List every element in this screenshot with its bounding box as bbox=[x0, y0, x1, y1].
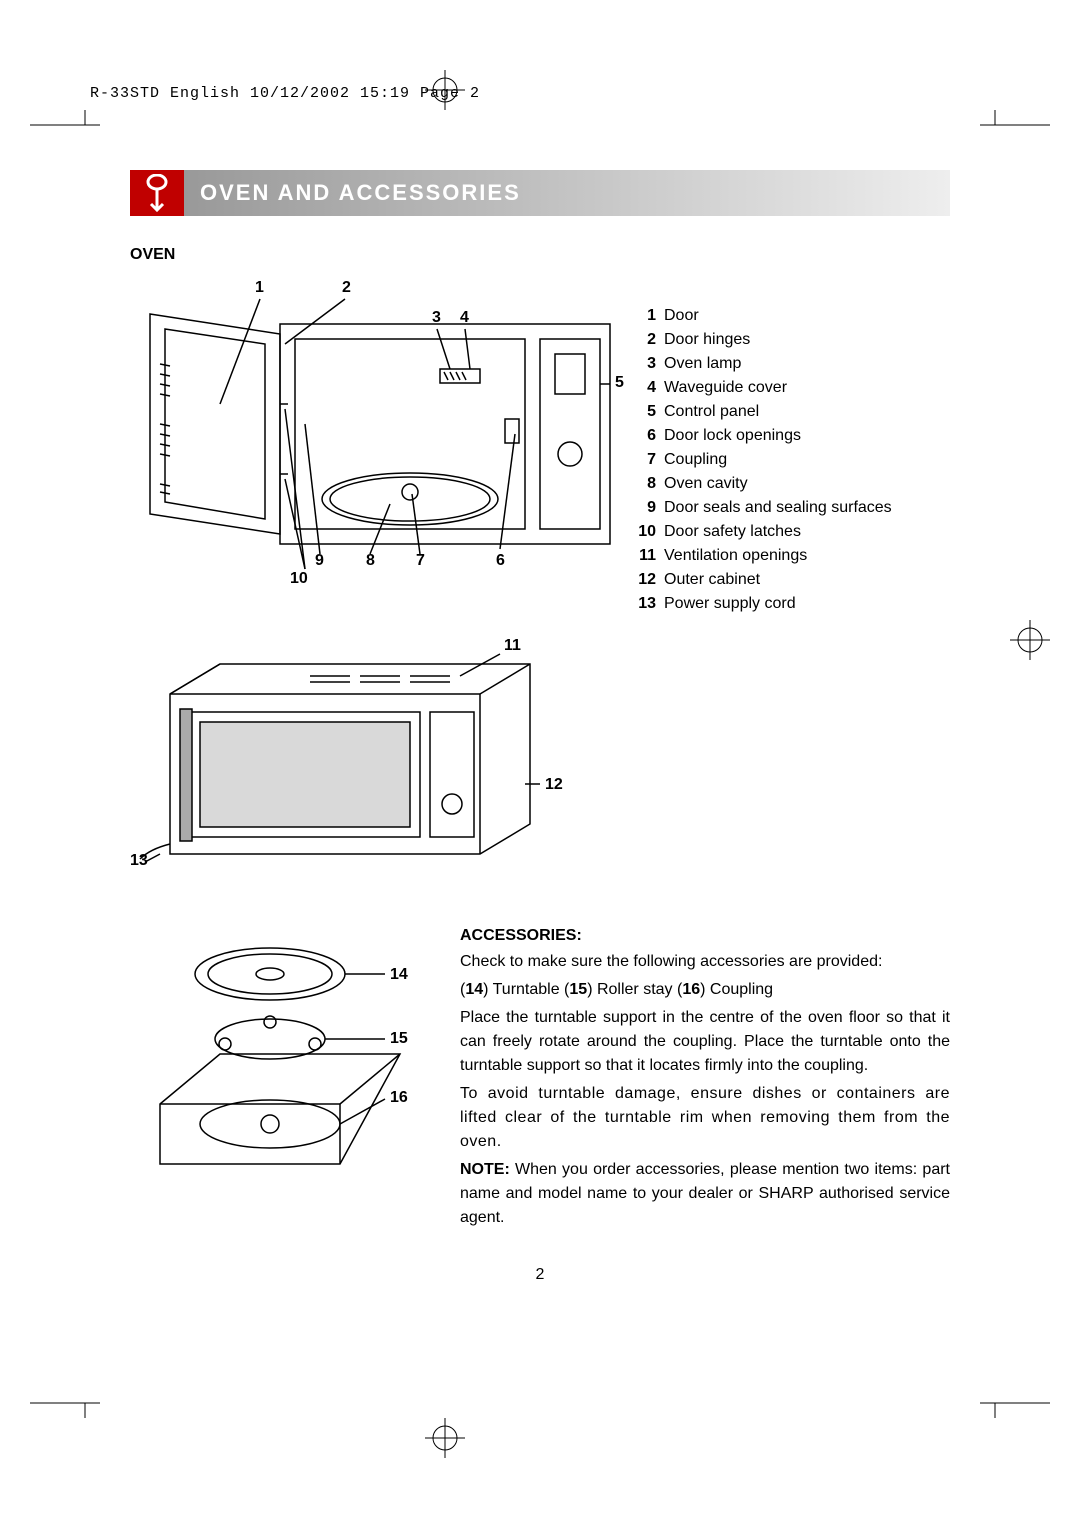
legend-text: Door bbox=[664, 304, 699, 328]
legend-num: 5 bbox=[630, 400, 656, 424]
oven-diagram-2: 11 12 13 bbox=[130, 634, 950, 894]
legend-row: 4 Waveguide cover bbox=[630, 376, 892, 400]
callout-1: 1 bbox=[255, 279, 264, 297]
legend-text: Coupling bbox=[664, 448, 727, 472]
callout-4: 4 bbox=[460, 309, 469, 327]
callout-10: 10 bbox=[290, 570, 308, 588]
acc-p4: To avoid turntable damage, ensure dishes… bbox=[460, 1082, 950, 1154]
legend-row: 10 Door safety latches bbox=[630, 520, 892, 544]
legend-text: Waveguide cover bbox=[664, 376, 787, 400]
legend-num: 9 bbox=[630, 496, 656, 520]
legend-row: 6 Door lock openings bbox=[630, 424, 892, 448]
acc-p3: Place the turntable support in the centr… bbox=[460, 1006, 950, 1078]
legend-num: 12 bbox=[630, 568, 656, 592]
callout-8: 8 bbox=[366, 552, 375, 570]
title-bar: OVEN AND ACCESSORIES bbox=[130, 170, 950, 216]
legend-text: Door lock openings bbox=[664, 424, 801, 448]
legend-text: Door seals and sealing surfaces bbox=[664, 496, 892, 520]
legend-text: Outer cabinet bbox=[664, 568, 760, 592]
oven-legend: 1 Door 2 Door hinges 3 Oven lamp 4 Waveguide co… bbox=[630, 304, 892, 616]
oven-diagram-1: 1 2 3 4 5 6 7 8 9 10 1Door2Door hinges3O… bbox=[130, 274, 950, 634]
callout-12: 12 bbox=[545, 776, 563, 794]
legend-row: 8 Oven cavity bbox=[630, 472, 892, 496]
legend-row: 7 Coupling bbox=[630, 448, 892, 472]
acc-p2: (14) Turntable (15) Roller stay (16) Cou… bbox=[460, 978, 950, 1002]
legend-row: 1 Door bbox=[630, 304, 892, 328]
legend-num: 11 bbox=[630, 544, 656, 568]
legend-num: 7 bbox=[630, 448, 656, 472]
register-mark-right bbox=[1010, 620, 1050, 660]
legend-text: Oven cavity bbox=[664, 472, 748, 496]
legend-text: Power supply cord bbox=[664, 592, 796, 616]
legend-num: 10 bbox=[630, 520, 656, 544]
acc-p1: Check to make sure the following accesso… bbox=[460, 950, 950, 974]
callout-3: 3 bbox=[432, 309, 441, 327]
legend-row: 9 Door seals and sealing surfaces bbox=[630, 496, 892, 520]
legend-num: 1 bbox=[630, 304, 656, 328]
callout-9: 9 bbox=[315, 552, 324, 570]
legend-row: 3 Oven lamp bbox=[630, 352, 892, 376]
accessories-text: ACCESSORIES: Check to make sure the foll… bbox=[460, 924, 950, 1234]
title-icon bbox=[130, 170, 184, 216]
register-mark-bottom bbox=[425, 1418, 465, 1458]
callout-6: 6 bbox=[496, 552, 505, 570]
callout-5: 5 bbox=[615, 374, 624, 392]
accessories-diagram: 14 15 16 bbox=[130, 924, 460, 1234]
legend-row: 11 Ventilation openings bbox=[630, 544, 892, 568]
legend-num: 13 bbox=[630, 592, 656, 616]
callout-16: 16 bbox=[390, 1089, 408, 1107]
legend-num: 4 bbox=[630, 376, 656, 400]
legend-text: Ventilation openings bbox=[664, 544, 807, 568]
legend-row: 2 Door hinges bbox=[630, 328, 892, 352]
callout-7: 7 bbox=[416, 552, 425, 570]
legend-num: 6 bbox=[630, 424, 656, 448]
print-header: R-33STD English 10/12/2002 15:19 Page 2 bbox=[90, 85, 480, 102]
page-title: OVEN AND ACCESSORIES bbox=[184, 170, 950, 216]
legend-num: 2 bbox=[630, 328, 656, 352]
legend-text: Oven lamp bbox=[664, 352, 741, 376]
legend-text: Door safety latches bbox=[664, 520, 801, 544]
legend-text: Door hinges bbox=[664, 328, 750, 352]
page-number: 2 bbox=[130, 1266, 950, 1284]
acc-p5: NOTE: When you order accessories, please… bbox=[460, 1158, 950, 1230]
callout-11: 11 bbox=[504, 637, 521, 655]
oven-label: OVEN bbox=[130, 246, 950, 264]
accessories-heading: ACCESSORIES: bbox=[460, 924, 950, 948]
callout-14: 14 bbox=[390, 966, 408, 984]
callout-2: 2 bbox=[342, 279, 351, 297]
legend-num: 8 bbox=[630, 472, 656, 496]
legend-text: Control panel bbox=[664, 400, 759, 424]
legend-num: 3 bbox=[630, 352, 656, 376]
callout-15: 15 bbox=[390, 1030, 408, 1048]
callout-13: 13 bbox=[130, 852, 148, 870]
legend-row: 12 Outer cabinet bbox=[630, 568, 892, 592]
legend-row: 13 Power supply cord bbox=[630, 592, 892, 616]
legend-row: 5 Control panel bbox=[630, 400, 892, 424]
